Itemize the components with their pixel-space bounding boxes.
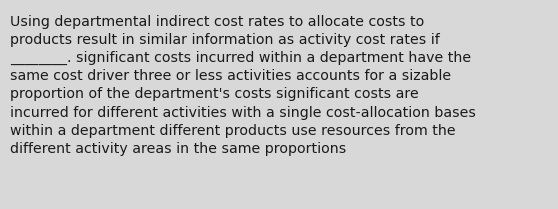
Text: Using departmental indirect cost rates to allocate costs to
products result in s: Using departmental indirect cost rates t…	[10, 15, 476, 156]
